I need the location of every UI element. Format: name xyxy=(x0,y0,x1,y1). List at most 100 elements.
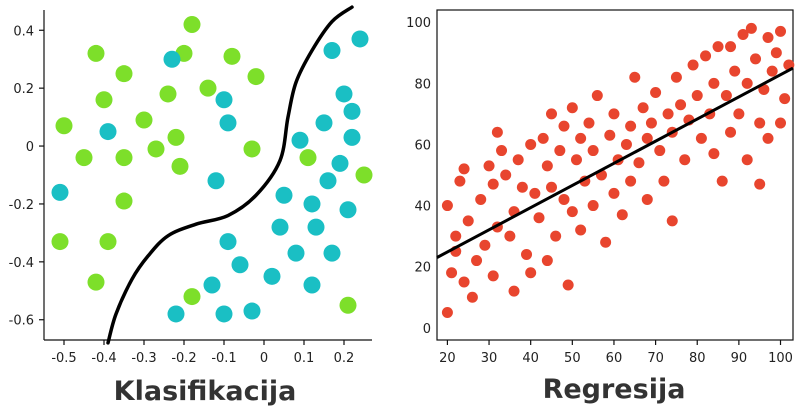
class-b-point xyxy=(331,154,349,172)
regression-point xyxy=(666,215,678,227)
class-a-point xyxy=(171,157,189,175)
class-b-point xyxy=(167,305,185,323)
regression-point xyxy=(733,108,745,120)
regression-point xyxy=(766,65,778,77)
regression-point xyxy=(575,132,587,144)
regression-point xyxy=(770,47,782,59)
regression-point xyxy=(466,291,478,303)
class-b-point xyxy=(163,50,181,68)
reg-y-tick-label: 20 xyxy=(414,261,431,276)
class-b-point xyxy=(323,244,341,262)
regression-point xyxy=(546,181,558,193)
regression-point xyxy=(708,148,720,160)
regression-point xyxy=(550,230,562,242)
class-x-tick-label: -0.3 xyxy=(131,351,156,366)
reg-x-tick-label: 20 xyxy=(439,351,456,366)
regression-point xyxy=(725,126,737,138)
regression-point xyxy=(658,175,670,187)
class-a-point xyxy=(115,149,133,167)
class-b-point xyxy=(343,102,361,120)
regression-point xyxy=(537,132,549,144)
regression-point xyxy=(508,285,520,297)
regression-point xyxy=(558,193,570,205)
class-y-tick-label: 0 xyxy=(26,140,34,155)
class-b-point xyxy=(215,305,233,323)
regression-point xyxy=(641,132,653,144)
regression-point xyxy=(608,108,620,120)
class-a-point xyxy=(55,117,73,135)
regression-frame xyxy=(436,9,794,341)
regression-caption: Regresija xyxy=(543,374,686,405)
regression-point xyxy=(620,138,632,150)
class-a-point xyxy=(51,233,69,251)
regression-point xyxy=(441,307,453,318)
reg-y-tick-label: 40 xyxy=(414,200,431,215)
regression-point xyxy=(479,239,491,251)
regression-plot: 20 30 40 50 60 70 80 90 100 0 20 40 60 80 100 xyxy=(406,9,795,366)
regression-point xyxy=(741,77,753,89)
regression-point xyxy=(521,248,533,260)
reg-x-tick-label: 80 xyxy=(689,351,706,366)
regression-point xyxy=(641,193,653,205)
regression-point xyxy=(679,154,691,166)
regression-point xyxy=(637,102,649,114)
class-b-point xyxy=(263,267,281,285)
regression-point xyxy=(779,93,791,105)
class-a-point xyxy=(75,149,93,167)
class-b-point xyxy=(291,131,309,149)
regression-point xyxy=(645,117,657,129)
regression-point xyxy=(570,154,582,166)
class-x-tick-label: -0.5 xyxy=(51,351,76,366)
regression-point xyxy=(533,212,545,224)
class-x-tick-label: 0.1 xyxy=(294,351,315,366)
regression-point xyxy=(745,22,757,34)
class-b-point xyxy=(99,123,117,141)
regression-point xyxy=(629,71,641,83)
reg-x-tick-label: 70 xyxy=(647,351,664,366)
regression-point xyxy=(541,255,553,267)
regression-point xyxy=(512,154,524,166)
regression-point xyxy=(750,53,762,65)
regression-point xyxy=(587,200,599,212)
regression-point xyxy=(583,117,595,129)
class-b-point xyxy=(339,201,357,219)
regression-point xyxy=(737,28,749,40)
regression-point xyxy=(525,267,537,279)
regression-point xyxy=(541,160,553,172)
regression-point xyxy=(754,178,766,190)
class-b-point xyxy=(231,256,249,274)
regression-point xyxy=(500,169,512,181)
reg-y-tick-label: 100 xyxy=(406,16,431,31)
regression-point xyxy=(496,145,508,157)
class-y-tick-label: -0.4 xyxy=(9,256,34,271)
regression-point xyxy=(725,41,737,53)
regression-point xyxy=(700,50,712,62)
class-a-point xyxy=(243,140,261,158)
regression-point xyxy=(558,120,570,132)
class-y-tick-label: -0.2 xyxy=(9,198,34,213)
class-y-tick-label: 0.4 xyxy=(13,24,34,39)
regression-point xyxy=(762,32,774,43)
regression-point xyxy=(504,230,516,242)
class-x-tick-label: -0.2 xyxy=(171,351,196,366)
regression-point xyxy=(712,41,724,53)
regression-point xyxy=(483,160,495,172)
regression-point xyxy=(475,193,487,205)
regression-point xyxy=(775,117,787,129)
regression-point xyxy=(566,102,578,114)
regression-point xyxy=(562,279,574,291)
class-a-point xyxy=(183,288,201,306)
regression-point xyxy=(762,132,774,144)
class-a-point xyxy=(247,68,265,86)
regression-point xyxy=(729,65,741,77)
class-b-point xyxy=(215,91,233,109)
class-a-point xyxy=(167,128,185,146)
regression-point xyxy=(525,138,537,150)
regression-point xyxy=(516,181,528,193)
regression-point xyxy=(487,270,499,282)
regression-point xyxy=(566,206,578,218)
classification-plot: -0.5 -0.4 -0.3 -0.2 -0.1 0 0.1 0.2 0.4 0.2 0 -0.2 -0… xyxy=(9,5,373,366)
reg-x-tick-label: 30 xyxy=(481,351,498,366)
regression-point xyxy=(487,178,499,190)
